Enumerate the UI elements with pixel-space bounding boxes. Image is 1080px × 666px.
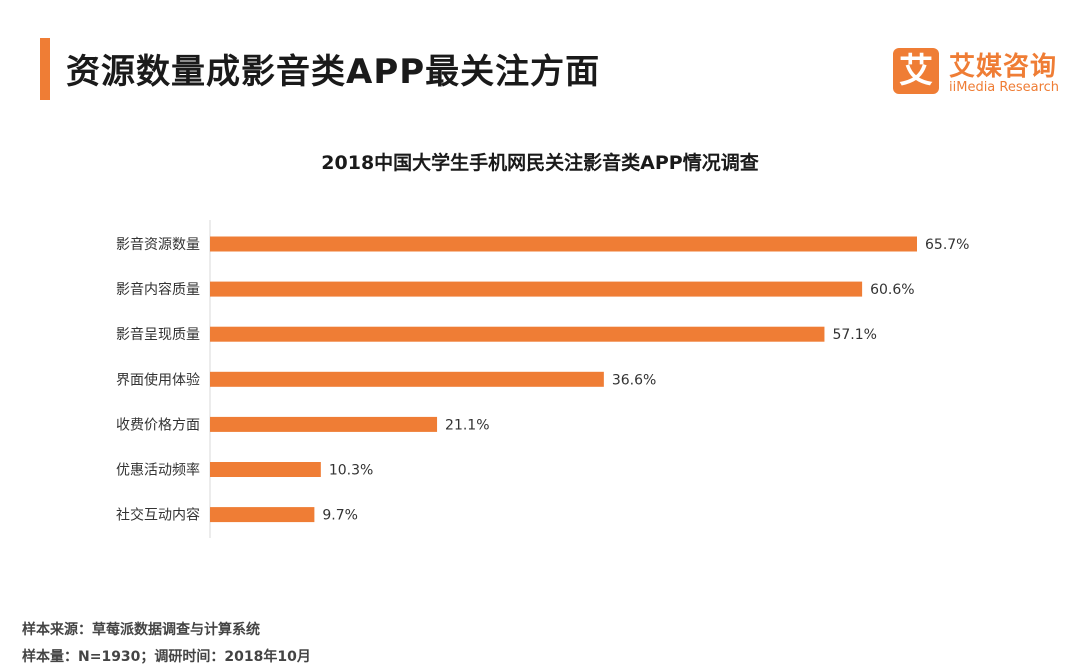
category-label: 影音内容质量 [116, 281, 200, 298]
logo-mark-icon: 艾 [893, 48, 939, 94]
value-label: 9.7% [322, 508, 358, 524]
bar [210, 371, 604, 387]
bar [210, 462, 321, 477]
imedia-logo: 艾 艾媒咨询 iiMedia Research [893, 46, 1063, 100]
title-accent-bar [40, 38, 50, 100]
value-label: 57.1% [832, 327, 876, 343]
value-label: 21.1% [445, 417, 489, 433]
bar [210, 507, 315, 523]
value-label: 65.7% [925, 237, 969, 253]
category-label: 社交互动内容 [116, 507, 200, 524]
logo-name-en: iiMedia Research [949, 80, 1060, 95]
bar [210, 326, 825, 342]
bar [210, 236, 917, 252]
value-label: 60.6% [870, 282, 914, 298]
footnote-sample: 样本量：N=1930；调研时间：2018年10月 [22, 649, 311, 665]
bar [210, 416, 438, 432]
category-label: 影音呈现质量 [116, 326, 200, 343]
category-label: 影音资源数量 [116, 236, 200, 253]
logo-name-cn: 艾媒咨询 [949, 52, 1058, 82]
page-title: 资源数量成影音类APP最关注方面 [66, 52, 601, 92]
chart-title: 2018中国大学生手机网民关注影音类APP情况调查 [321, 152, 759, 174]
category-label: 界面使用体验 [116, 371, 200, 388]
value-label: 36.6% [612, 372, 656, 388]
category-label: 优惠活动频率 [116, 462, 200, 479]
bar [210, 281, 863, 297]
value-label: 10.3% [329, 463, 373, 479]
category-label: 收费价格方面 [116, 417, 200, 433]
footnote-source: 样本来源：草莓派数据调查与计算系统 [22, 622, 260, 638]
